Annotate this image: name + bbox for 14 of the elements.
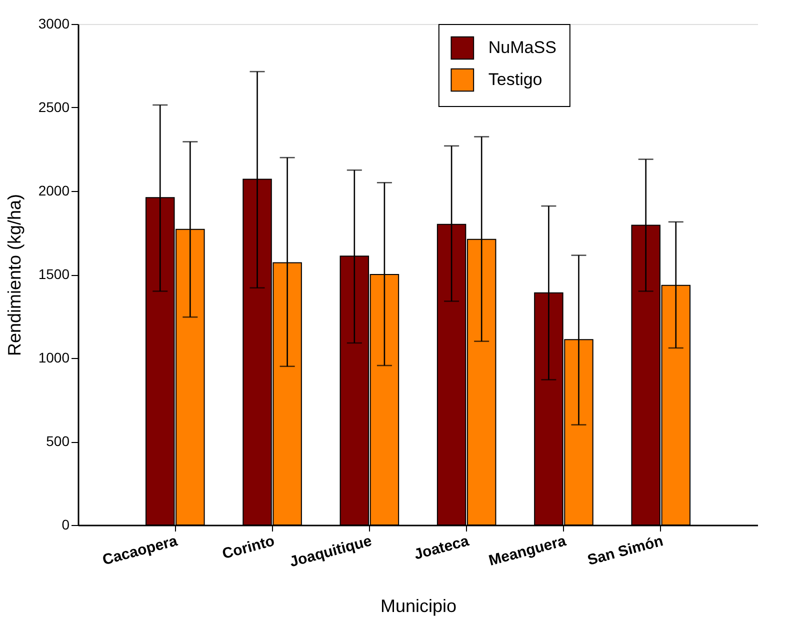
y-tick-label: 500 xyxy=(46,433,70,449)
y-tick-label: 2500 xyxy=(38,99,70,115)
x-tick-label: San Simón xyxy=(586,532,665,570)
y-tick-label: 1500 xyxy=(38,266,70,282)
legend-label: NuMaSS xyxy=(488,38,556,57)
y-axis-title: Rendimiento (kg/ha) xyxy=(4,194,24,356)
y-tick-label: 1000 xyxy=(38,350,70,366)
x-axis-title: Municipio xyxy=(380,596,457,616)
x-tick-label: Corinto xyxy=(220,532,276,563)
y-tick-label: 2000 xyxy=(38,182,70,198)
y-tick-label: 3000 xyxy=(38,16,70,32)
x-tick-label: Joateca xyxy=(412,532,472,564)
legend-label: Testigo xyxy=(488,70,542,89)
y-tick-label: 0 xyxy=(62,516,70,532)
